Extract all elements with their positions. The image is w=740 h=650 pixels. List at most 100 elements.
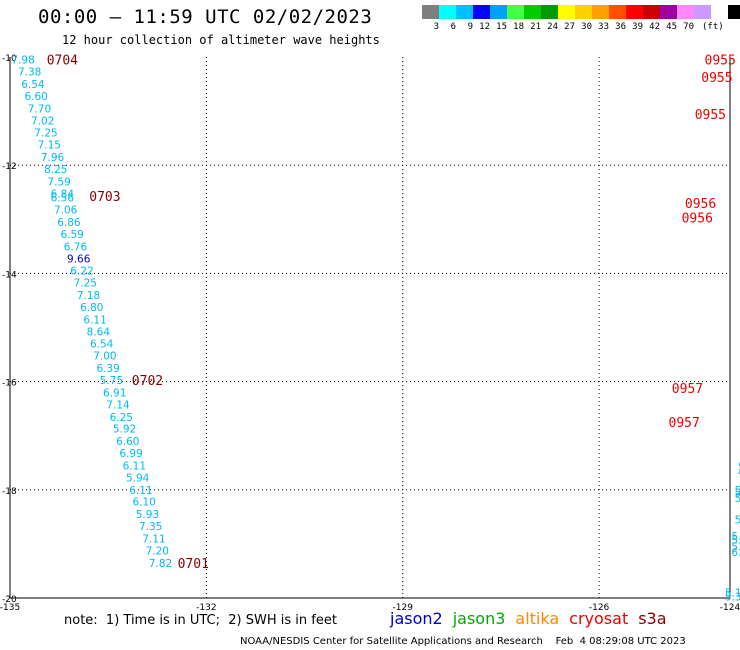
pass-time-label: 0955 bbox=[705, 54, 736, 69]
color-scale-label: 15 bbox=[496, 22, 507, 32]
wave-height-value: 5.87 bbox=[735, 485, 740, 497]
y-tick-label: -16 bbox=[2, 379, 17, 389]
wave-height-value: 4.96 bbox=[738, 467, 740, 479]
color-scale-label: 18 bbox=[513, 22, 524, 32]
wave-height-value: 7.98 bbox=[11, 55, 34, 67]
x-tick-label: -126 bbox=[589, 603, 610, 613]
wave-height-value: 7.35 bbox=[139, 521, 162, 533]
color-swatch bbox=[558, 5, 575, 19]
color-swatch bbox=[728, 5, 740, 19]
wave-height-value: 5.37 bbox=[725, 591, 740, 603]
color-scale-label: 70 bbox=[683, 22, 694, 32]
x-tick-label: -124 bbox=[720, 603, 740, 613]
wave-height-value: 6.25 bbox=[110, 412, 133, 424]
color-swatch bbox=[711, 5, 728, 19]
wave-height-value: 5.86 bbox=[735, 515, 740, 527]
color-swatch bbox=[575, 5, 592, 19]
pass-time-label: 0957 bbox=[672, 382, 703, 397]
pass-time-label: 0955 bbox=[701, 71, 732, 86]
wave-height-value: 6.56 bbox=[51, 193, 75, 205]
legend-entry-altika: altika bbox=[515, 609, 560, 628]
wave-height-value: 6.10 bbox=[132, 497, 155, 509]
wave-height-value: 5.19 bbox=[725, 588, 740, 600]
wave-height-value: 6.39 bbox=[96, 363, 119, 375]
wave-height-value: 6.54 bbox=[90, 339, 114, 351]
chart-subtitle: 12 hour collection of altimeter wave hei… bbox=[62, 33, 380, 47]
color-scale-bar bbox=[422, 5, 740, 19]
wave-height-value: 5.92 bbox=[113, 424, 136, 436]
color-swatch bbox=[541, 5, 558, 19]
pass-time-label: 0957 bbox=[669, 416, 700, 431]
color-swatch bbox=[490, 5, 507, 19]
wave-height-value: 6.80 bbox=[80, 302, 103, 314]
wave-height-value: 6.05 bbox=[731, 547, 740, 559]
chart-title: 00:00 — 11:59 UTC 02/02/2023 bbox=[38, 6, 373, 28]
wave-height-value: 6.91 bbox=[103, 387, 126, 399]
color-swatch bbox=[660, 5, 677, 19]
credit-line: NOAA/NESDIS Center for Satellite Applica… bbox=[240, 636, 686, 647]
wave-height-value: 6.76 bbox=[64, 241, 88, 253]
color-scale-unit: (ft) bbox=[702, 22, 724, 32]
wave-height-value: 5.85 bbox=[731, 542, 740, 554]
pass-time-label: 0703 bbox=[89, 190, 120, 205]
color-swatch bbox=[626, 5, 643, 19]
color-scale-label: 24 bbox=[547, 22, 558, 32]
color-scale-label: 42 bbox=[649, 22, 660, 32]
color-swatch bbox=[677, 5, 694, 19]
wave-height-value: 6.54 bbox=[21, 79, 45, 91]
wave-height-value: 5.93 bbox=[136, 509, 159, 521]
wave-height-value: 5.92 bbox=[738, 462, 740, 474]
wave-height-value: 7.11 bbox=[142, 533, 165, 545]
color-scale-label: 21 bbox=[530, 22, 541, 32]
wave-height-value: 7.70 bbox=[28, 103, 51, 115]
legend-entry-s3a: s3a bbox=[638, 609, 667, 628]
color-swatch bbox=[694, 5, 711, 19]
color-swatch bbox=[439, 5, 456, 19]
wave-height-value: 8.64 bbox=[87, 326, 111, 338]
y-tick-label: -10 bbox=[2, 54, 17, 64]
wave-height-value: 5.09 bbox=[735, 493, 740, 505]
pass-time-label: 0955 bbox=[695, 108, 726, 123]
color-swatch bbox=[422, 5, 439, 19]
wave-height-value: 7.00 bbox=[93, 351, 116, 363]
wave-height-value: 7.25 bbox=[34, 128, 57, 140]
color-scale-label: 45 bbox=[666, 22, 677, 32]
pass-time-label: 0956 bbox=[682, 212, 713, 227]
legend-entry-jason3: jason3 bbox=[452, 609, 506, 628]
wave-height-value: 5.29 bbox=[731, 535, 740, 547]
color-scale-label: 27 bbox=[564, 22, 575, 32]
color-scale-label: 9 bbox=[467, 22, 473, 32]
color-scale-label: 30 bbox=[581, 22, 592, 32]
wave-height-value: 7.25 bbox=[74, 278, 97, 290]
wave-height-value: 7.15 bbox=[38, 140, 61, 152]
pass-time-label: 0702 bbox=[132, 374, 163, 389]
color-swatch bbox=[473, 5, 490, 19]
wave-height-value: 6.86 bbox=[57, 217, 81, 229]
color-swatch bbox=[507, 5, 524, 19]
wave-height-value: 6.60 bbox=[116, 436, 139, 448]
wave-height-value: 6.11 bbox=[83, 314, 106, 326]
wave-height-value: 6.59 bbox=[60, 229, 83, 241]
wave-height-value: 7.82 bbox=[149, 558, 172, 570]
color-scale-label: 36 bbox=[615, 22, 626, 32]
wave-height-value: 7.14 bbox=[106, 399, 130, 411]
wave-height-value: 6.11 bbox=[123, 460, 146, 472]
satellite-legend: jason2 jason3 altika cryosat s3a bbox=[390, 609, 667, 628]
color-scale-label: 3 bbox=[433, 22, 439, 32]
pass-time-label: 0701 bbox=[178, 557, 209, 572]
color-scale-label: 33 bbox=[598, 22, 609, 32]
wave-height-value: 6.84 bbox=[51, 188, 75, 200]
wave-height-value: 5.90 bbox=[731, 531, 740, 543]
color-scale-label: 6 bbox=[450, 22, 456, 32]
wave-height-value: 8.25 bbox=[44, 164, 67, 176]
wave-height-value: 7.96 bbox=[41, 152, 65, 164]
y-tick-label: -14 bbox=[2, 270, 17, 280]
x-tick-label: -135 bbox=[0, 603, 20, 613]
color-swatch bbox=[609, 5, 626, 19]
wave-height-value: 5.94 bbox=[126, 472, 150, 484]
wave-height-value: 7.02 bbox=[31, 115, 54, 127]
wave-height-value: 7.06 bbox=[54, 205, 78, 217]
wave-height-value: 7.18 bbox=[77, 290, 100, 302]
y-tick-label: -18 bbox=[2, 487, 17, 497]
